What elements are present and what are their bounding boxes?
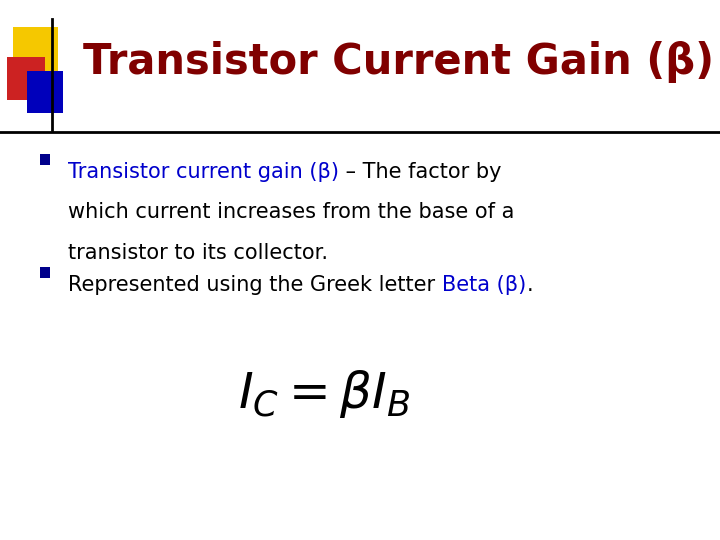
Bar: [40, 154, 50, 165]
Text: Represented using the Greek letter: Represented using the Greek letter: [68, 275, 442, 295]
Bar: [13, 27, 58, 78]
Text: .: .: [526, 275, 533, 295]
Bar: [27, 71, 63, 113]
Text: – The factor by: – The factor by: [339, 162, 502, 182]
Text: $I_C = \beta I_B$: $I_C = \beta I_B$: [238, 368, 410, 420]
Bar: [40, 267, 50, 278]
Text: Transistor Current Gain (β): Transistor Current Gain (β): [83, 41, 714, 83]
Text: which current increases from the base of a: which current increases from the base of…: [68, 202, 515, 222]
Text: Transistor current gain (β): Transistor current gain (β): [68, 162, 339, 182]
Text: transistor to its collector.: transistor to its collector.: [68, 243, 328, 263]
Bar: [7, 57, 45, 100]
Text: Beta (β): Beta (β): [442, 275, 526, 295]
